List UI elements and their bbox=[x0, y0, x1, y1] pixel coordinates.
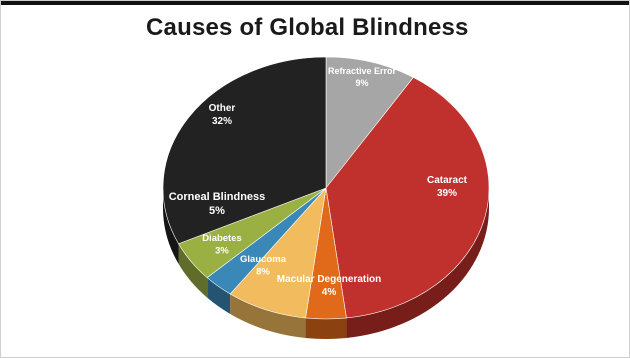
slice-value-glaucoma: 8% bbox=[256, 267, 270, 278]
slice-label-glaucoma: Glaucoma bbox=[240, 254, 287, 265]
slice-side-other bbox=[163, 188, 179, 264]
pie-slices bbox=[162, 56, 490, 320]
slice-label-cataract: Cataract bbox=[427, 175, 468, 186]
slice-side-corneal-blindness bbox=[178, 243, 208, 298]
slice-value-corneal-blindness: 5% bbox=[209, 205, 225, 217]
slice-value-cataract: 39% bbox=[437, 188, 457, 199]
slice-side-cataract bbox=[346, 188, 489, 338]
slice-other bbox=[162, 56, 327, 245]
slice-label-refractive-error: Refractive Error bbox=[328, 66, 397, 76]
slice-label-diabetes: Diabetes bbox=[202, 233, 242, 244]
pie-depth bbox=[163, 188, 489, 340]
slice-label-corneal-blindness: Corneal Blindness bbox=[169, 191, 266, 203]
slice-labels: Refractive Error 9% Cataract 39% Macular Deg… bbox=[169, 66, 468, 298]
slice-value-diabetes: 3% bbox=[215, 246, 229, 257]
slice-side-macular-degeneration bbox=[305, 317, 347, 340]
slice-value-other: 32% bbox=[212, 116, 232, 127]
chart-title: Causes of Global Blindness bbox=[146, 14, 469, 41]
slice-label-macular-degeneration: Macular Degeneration bbox=[277, 274, 381, 285]
slice-label-other: Other bbox=[209, 103, 236, 114]
slice-refractive-error bbox=[325, 56, 414, 189]
slice-value-refractive-error: 9% bbox=[355, 78, 368, 88]
slice-value-macular-degeneration: 4% bbox=[322, 287, 337, 298]
slice-side-glaucoma bbox=[230, 293, 306, 338]
slice-cataract bbox=[325, 77, 490, 319]
slice-side-diabetes bbox=[207, 277, 231, 314]
